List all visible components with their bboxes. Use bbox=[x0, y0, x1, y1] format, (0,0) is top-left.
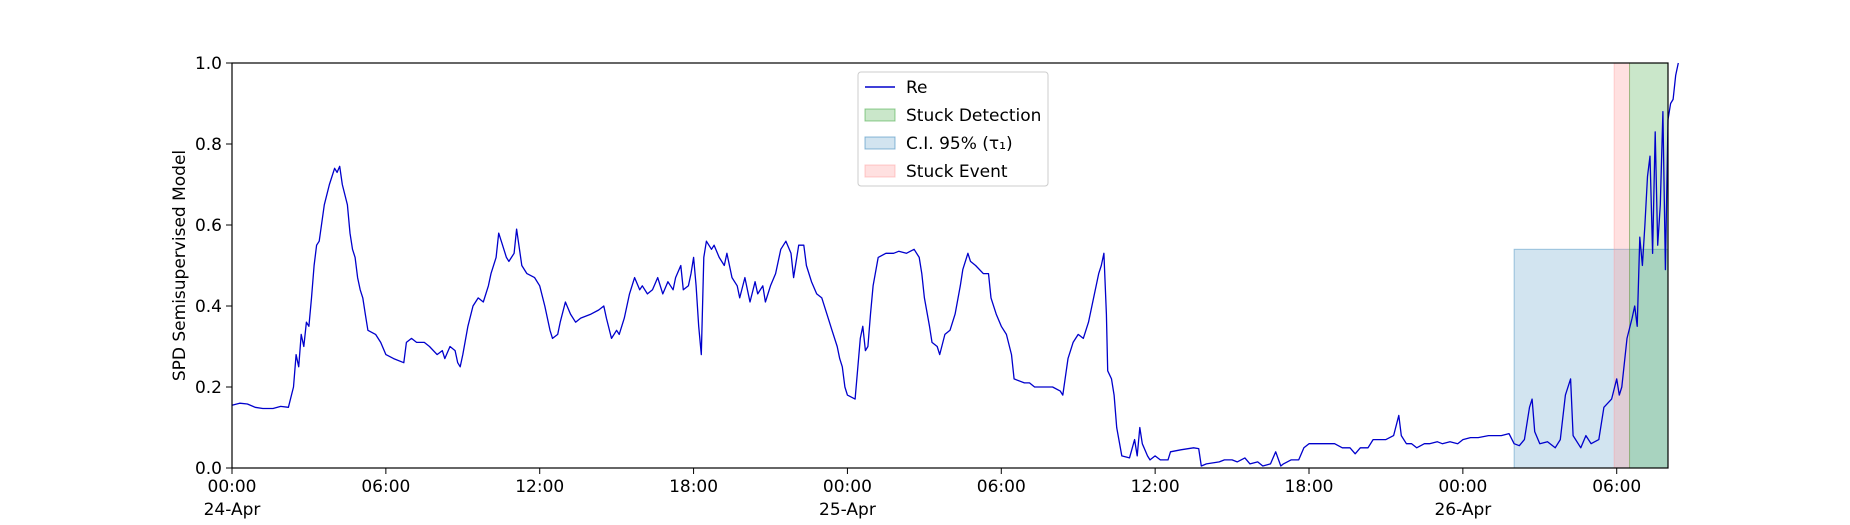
plot-frame bbox=[231, 62, 1669, 469]
x-tick-label: 00:00 bbox=[823, 477, 872, 497]
x-tick-label: 06:00 bbox=[977, 477, 1026, 497]
legend-box bbox=[857, 71, 1049, 187]
x-tick-label: 12:00 bbox=[1131, 477, 1180, 497]
y-axis: 0.0 0.2 0.4 0.6 0.8 1.0 bbox=[195, 54, 232, 479]
series-layer bbox=[231, 62, 1679, 467]
x-tick-label: 00:00 bbox=[208, 477, 257, 497]
legend-patch-swatch bbox=[864, 164, 896, 178]
x-axis: 00:00 24-Apr 1990 06:00 12:00 18:00 00:00 25-Ap… bbox=[204, 468, 1641, 525]
x-tick-label: 06:00 bbox=[1592, 477, 1641, 497]
x-tick-date-label: 26-Apr bbox=[1434, 500, 1491, 520]
shaded-region-0 bbox=[1513, 248, 1669, 469]
y-tick-label: 0.4 bbox=[195, 297, 222, 317]
x-tick-date-label: 25-Apr bbox=[819, 500, 876, 520]
legend-patch-swatch bbox=[864, 136, 896, 150]
x-tick-label: 18:00 bbox=[1285, 477, 1334, 497]
x-tick-label: 00:00 bbox=[1438, 477, 1487, 497]
y-tick-label: 0.8 bbox=[195, 135, 222, 155]
shaded-region-2 bbox=[1629, 62, 1669, 469]
legend-label: Stuck Detection bbox=[906, 106, 1041, 126]
series-line-0 bbox=[231, 62, 1679, 467]
legend-patch-swatch bbox=[864, 108, 896, 122]
y-tick-label: 0.0 bbox=[195, 459, 222, 479]
legend-label: Re bbox=[906, 78, 928, 98]
x-tick-label: 06:00 bbox=[361, 477, 410, 497]
y-tick-label: 0.2 bbox=[195, 378, 222, 398]
y-tick-label: 1.0 bbox=[195, 54, 222, 74]
shaded-region-1 bbox=[1613, 62, 1631, 469]
x-tick-year-label: 1990 bbox=[210, 523, 253, 525]
legend-label: Stuck Event bbox=[906, 162, 1008, 182]
legend: Re Stuck Detection C.I. 95% (τ₁) Stuck Even… bbox=[857, 71, 1049, 187]
x-tick-label: 18:00 bbox=[669, 477, 718, 497]
shaded-regions bbox=[1513, 62, 1669, 469]
y-axis-label: SPD Semisupervised Model bbox=[170, 150, 190, 381]
y-tick-label: 0.6 bbox=[195, 216, 222, 236]
legend-label: C.I. 95% (τ₁) bbox=[906, 134, 1013, 154]
x-tick-label: 12:00 bbox=[515, 477, 564, 497]
x-tick-date-label: 24-Apr bbox=[204, 500, 261, 520]
